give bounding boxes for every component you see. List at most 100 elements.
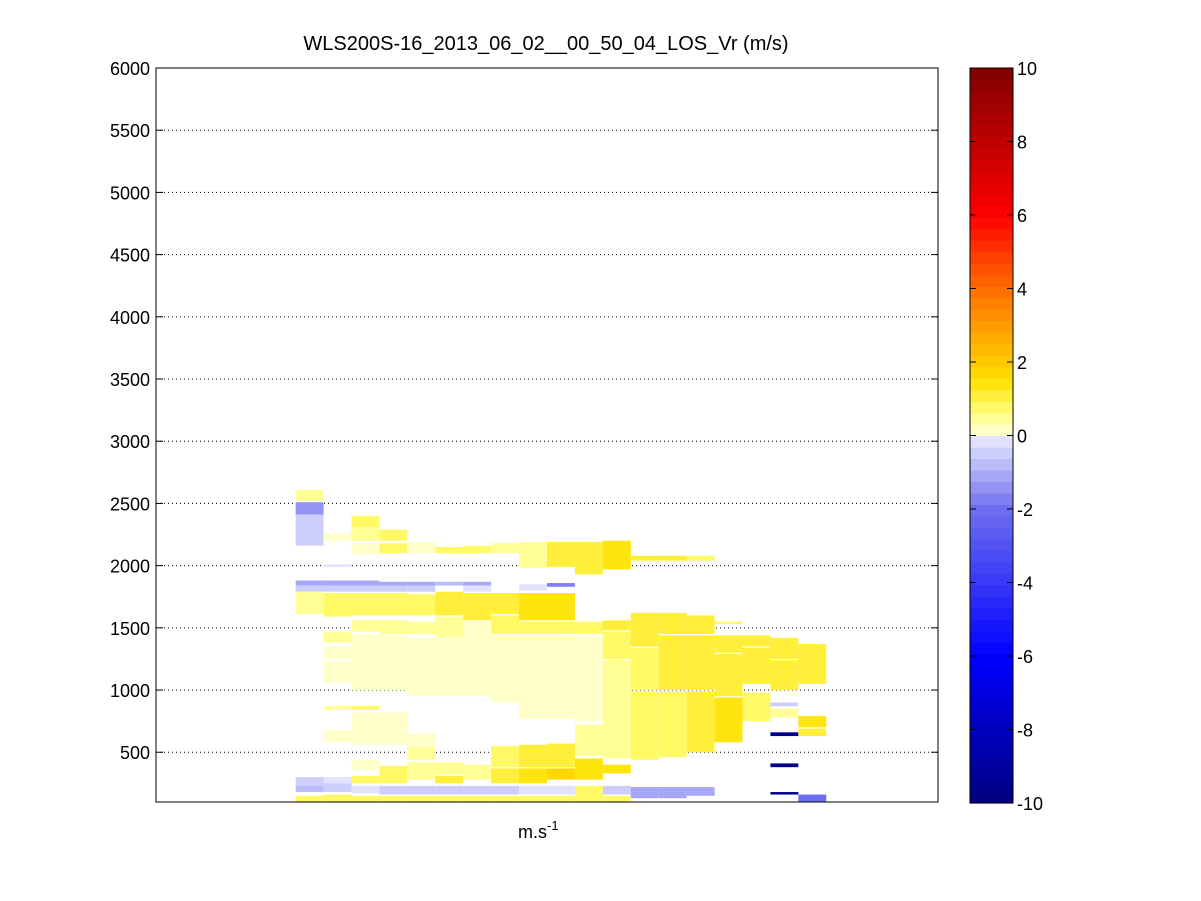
heatmap-cell bbox=[574, 621, 603, 635]
heatmap-cell bbox=[351, 527, 380, 541]
heatmap-cell bbox=[351, 634, 380, 691]
heatmap-cell bbox=[547, 621, 575, 635]
colorbar-swatch bbox=[970, 481, 1013, 494]
colorbar-swatch bbox=[970, 619, 1013, 632]
heatmap-cell bbox=[519, 541, 547, 569]
heatmap-cell bbox=[547, 743, 575, 768]
heatmap-cell bbox=[602, 795, 631, 802]
heatmap-cell bbox=[379, 635, 408, 691]
heatmap-cell bbox=[574, 636, 603, 722]
heatmap-cell bbox=[658, 787, 687, 799]
heatmap-cell bbox=[435, 795, 464, 802]
heatmap-cell bbox=[351, 712, 380, 745]
heatmap-cell bbox=[602, 620, 631, 631]
heatmap-cell bbox=[547, 635, 575, 719]
heatmap-cell bbox=[463, 585, 492, 592]
colorbar-swatch bbox=[970, 182, 1013, 195]
colorbar-swatch bbox=[970, 780, 1013, 793]
colorbar-swatch bbox=[970, 424, 1013, 437]
heatmap-cell bbox=[602, 631, 631, 659]
heatmap-cell bbox=[407, 585, 436, 592]
heatmap-cell bbox=[407, 747, 436, 760]
heatmap-cell bbox=[435, 636, 464, 697]
chart-title: WLS200S-16_2013_06_02__00_50_04_LOS_Vr (… bbox=[303, 33, 788, 55]
heatmap-cell bbox=[686, 691, 715, 753]
heatmap-cell bbox=[323, 580, 352, 586]
colorbar-swatch bbox=[970, 240, 1013, 253]
heatmap-cell bbox=[770, 763, 799, 768]
colorbar-swatch bbox=[970, 722, 1013, 735]
y-tick-label: 6000 bbox=[110, 59, 150, 79]
heatmap-cell bbox=[658, 612, 687, 635]
heatmap-cell bbox=[407, 621, 436, 635]
colorbar-tick-label: -4 bbox=[1017, 574, 1033, 594]
colorbar-swatch bbox=[970, 355, 1013, 368]
colorbar-tick-label: -10 bbox=[1017, 794, 1043, 814]
heatmap-cell bbox=[407, 594, 436, 616]
colorbar-swatch bbox=[970, 148, 1013, 161]
colorbar-swatch bbox=[970, 504, 1013, 517]
colorbar-swatch bbox=[970, 412, 1013, 425]
heatmap-cell bbox=[351, 515, 380, 528]
heatmap-cell bbox=[574, 758, 603, 780]
heatmap-cell bbox=[351, 620, 380, 632]
heatmap-cell bbox=[658, 555, 687, 561]
heatmap-cell bbox=[574, 541, 603, 575]
heatmap-cell bbox=[463, 621, 492, 697]
heatmap-cell bbox=[435, 546, 464, 554]
colorbar: -10 -8 -6 -4 -2 0 2 4 6 8 10 bbox=[969, 59, 1043, 814]
heatmap-cell bbox=[519, 635, 547, 719]
heatmap-cell bbox=[714, 697, 743, 743]
heatmap-cell bbox=[574, 724, 603, 756]
colorbar-tick-label: -6 bbox=[1017, 647, 1033, 667]
heatmap-cell bbox=[295, 585, 324, 592]
heatmap-cell bbox=[602, 660, 631, 759]
colorbar-swatch bbox=[970, 309, 1013, 322]
heatmap-cell bbox=[379, 620, 408, 635]
colorbar-swatch bbox=[970, 642, 1013, 655]
heatmap-cell bbox=[463, 545, 492, 554]
heatmap-cell bbox=[491, 768, 520, 784]
heatmap-cell bbox=[770, 702, 799, 707]
heatmap-cell bbox=[491, 543, 520, 554]
colorbar-swatch bbox=[970, 228, 1013, 241]
y-tick-label: 2500 bbox=[110, 494, 150, 514]
colorbar-swatch bbox=[970, 297, 1013, 310]
heatmap-cell bbox=[407, 637, 436, 697]
heatmap-cell bbox=[491, 795, 520, 802]
heatmap-cell bbox=[463, 592, 492, 621]
heatmap-cell bbox=[686, 787, 715, 796]
heatmap-cell bbox=[323, 585, 352, 592]
heatmap-cell bbox=[295, 502, 324, 515]
heatmap-cell bbox=[547, 592, 575, 621]
heatmap-cell bbox=[770, 792, 799, 795]
heatmap-cell bbox=[323, 592, 352, 617]
heatmap-cell bbox=[407, 762, 436, 780]
colorbar-swatch bbox=[970, 171, 1013, 184]
heatmap-cell bbox=[519, 592, 547, 621]
plot-area: 500 1000 1500 2000 2500 3000 3500 4000 4500 5000 5… bbox=[110, 59, 939, 803]
heatmap-cell bbox=[379, 543, 408, 554]
heatmap-cell bbox=[798, 644, 827, 684]
colorbar-swatch bbox=[970, 159, 1013, 172]
heatmap-cell bbox=[547, 583, 575, 587]
heatmap-cell bbox=[323, 706, 352, 710]
heatmap-cell bbox=[407, 541, 436, 554]
heatmap-cell bbox=[463, 795, 492, 802]
heatmap-cell bbox=[295, 580, 324, 586]
colorbar-swatch bbox=[970, 653, 1013, 666]
heatmap-cell bbox=[714, 621, 743, 625]
colorbar-tick-label: 6 bbox=[1017, 206, 1027, 226]
heatmap-cell bbox=[351, 706, 380, 710]
y-tick-label: 2000 bbox=[110, 557, 150, 577]
heatmap-cell bbox=[630, 647, 659, 691]
heatmap-cell bbox=[323, 564, 352, 567]
colorbar-swatch bbox=[970, 458, 1013, 471]
heatmap-cell bbox=[323, 794, 352, 802]
colorbar-tick-label: 4 bbox=[1017, 280, 1027, 300]
heatmap-cell bbox=[686, 635, 715, 691]
colorbar-swatch bbox=[970, 734, 1013, 747]
colorbar-swatch bbox=[970, 584, 1013, 597]
colorbar-swatch bbox=[970, 286, 1013, 299]
heatmap-cell bbox=[435, 581, 464, 586]
